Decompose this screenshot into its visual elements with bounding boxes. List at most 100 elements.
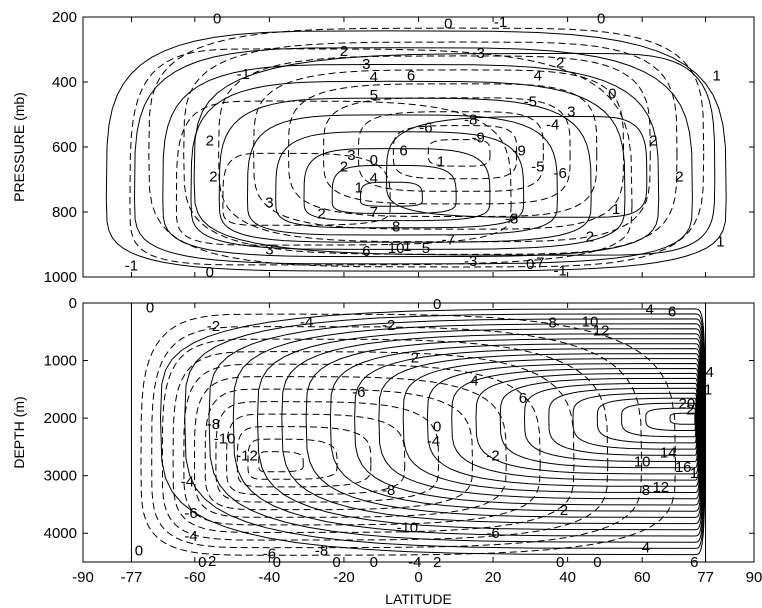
contour-label: 3 [567, 103, 575, 120]
contour-label: 6 [519, 390, 527, 407]
contour-label: -3 [471, 45, 484, 62]
contour-label: -4 [181, 473, 194, 490]
contour-label: -2 [382, 317, 395, 334]
contour-label: -1 [237, 66, 250, 83]
contour-line [475, 372, 700, 475]
contour-line [331, 164, 457, 214]
contour-line [275, 131, 525, 229]
contour-label: 1 [612, 201, 620, 218]
contour-line [253, 69, 625, 230]
x-tick-label: 60 [634, 569, 651, 586]
y-tick-label: 400 [52, 74, 77, 91]
contour-line [258, 451, 304, 473]
x-tick-label: -20 [333, 569, 355, 586]
contour-label: 6 [362, 243, 370, 260]
contour-line [621, 402, 697, 438]
x-tick-label: 77 [697, 569, 714, 586]
contour-label: 0 [608, 85, 616, 102]
contour-line [281, 333, 704, 525]
ocean-x-ticks: -90 -77 -60 -40 -20 0 20 40 60 77 90 [72, 303, 762, 586]
contour-label: 0 [206, 264, 214, 281]
atmosphere-contour-lines [105, 27, 727, 272]
contour-label: 1 [355, 180, 363, 197]
contour-label: -5 [524, 94, 537, 111]
y-tick-label: 600 [52, 139, 77, 156]
contour-line [208, 318, 705, 543]
x-tick-label: 90 [746, 569, 762, 586]
contour-label: 16 [675, 459, 692, 476]
y-tick-label: 0 [69, 295, 77, 312]
contour-label: 12 [652, 479, 669, 496]
contour-label: 3 [362, 56, 370, 73]
ocean-y-axis-label: DEPTH (m) [11, 396, 27, 468]
contour-label: 12 [593, 323, 610, 340]
contour-label: 8 [549, 315, 557, 332]
contour-label: 2 [340, 159, 348, 176]
y-tick-label: 4000 [44, 525, 77, 542]
contour-label: 10 [388, 240, 405, 257]
contour-line [159, 308, 706, 556]
contour-label: -1 [699, 381, 712, 398]
y-tick-label: 2000 [44, 410, 77, 427]
contour-line [392, 125, 518, 180]
contour-label: 0 [146, 300, 154, 317]
contour-label: -7 [442, 232, 455, 249]
contour-label: 2 [206, 133, 214, 150]
contour-label: 4 [534, 68, 542, 85]
contour-line [215, 401, 440, 503]
contour-label: -9 [471, 129, 484, 146]
contour-line [162, 63, 660, 258]
contour-label: -1 [125, 258, 138, 275]
contour-label: 4 [470, 373, 478, 390]
contour-label: -6 [553, 165, 566, 182]
contour-label: 2 [209, 168, 217, 185]
contour-label: 2 [556, 55, 564, 72]
contour-label: 6 [668, 304, 676, 321]
contour-label: -4 [300, 314, 313, 331]
contour-label: 4 [645, 301, 653, 318]
contour-label: 4 [370, 170, 378, 187]
contour-line [669, 412, 696, 425]
x-tick-label: -60 [184, 569, 206, 586]
contour-label: 2 [586, 228, 594, 245]
contour-label: 4 [642, 540, 650, 557]
contour-label: -6 [486, 525, 499, 542]
y-tick-label: 1000 [44, 269, 77, 286]
contour-line [596, 397, 697, 444]
contour-line [105, 30, 727, 272]
contour-line [287, 83, 598, 218]
contour-label: -9 [512, 142, 525, 159]
contour-label: -2 [486, 448, 499, 465]
contour-label: 2 [411, 350, 419, 367]
contour-line [378, 353, 702, 500]
contour-label: -4 [184, 528, 197, 545]
contour-line [354, 348, 702, 506]
contour-line [232, 323, 704, 537]
y-tick-label: 200 [52, 9, 77, 26]
contour-line [218, 55, 651, 243]
contour-label: -7 [531, 254, 544, 271]
contour-line [548, 387, 698, 456]
x-tick-label: 40 [559, 569, 576, 586]
contour-line [129, 48, 633, 266]
contour-line [303, 148, 491, 222]
contour-label: -8 [464, 111, 477, 128]
contour-label: 20 [679, 396, 696, 413]
contour-label: 2 [560, 502, 568, 519]
contour-line [329, 343, 703, 512]
contour-label: -3 [464, 253, 477, 270]
contour-line [256, 328, 704, 531]
contour-line [359, 181, 423, 207]
contour-line [184, 313, 705, 549]
x-axis-label: LATITUDE [385, 591, 452, 607]
contour-line [133, 47, 693, 265]
contour-line [246, 114, 558, 236]
contour-label: 0 [444, 16, 452, 33]
contour-label: 5 [422, 240, 430, 257]
contour-label: 24 [697, 364, 714, 381]
